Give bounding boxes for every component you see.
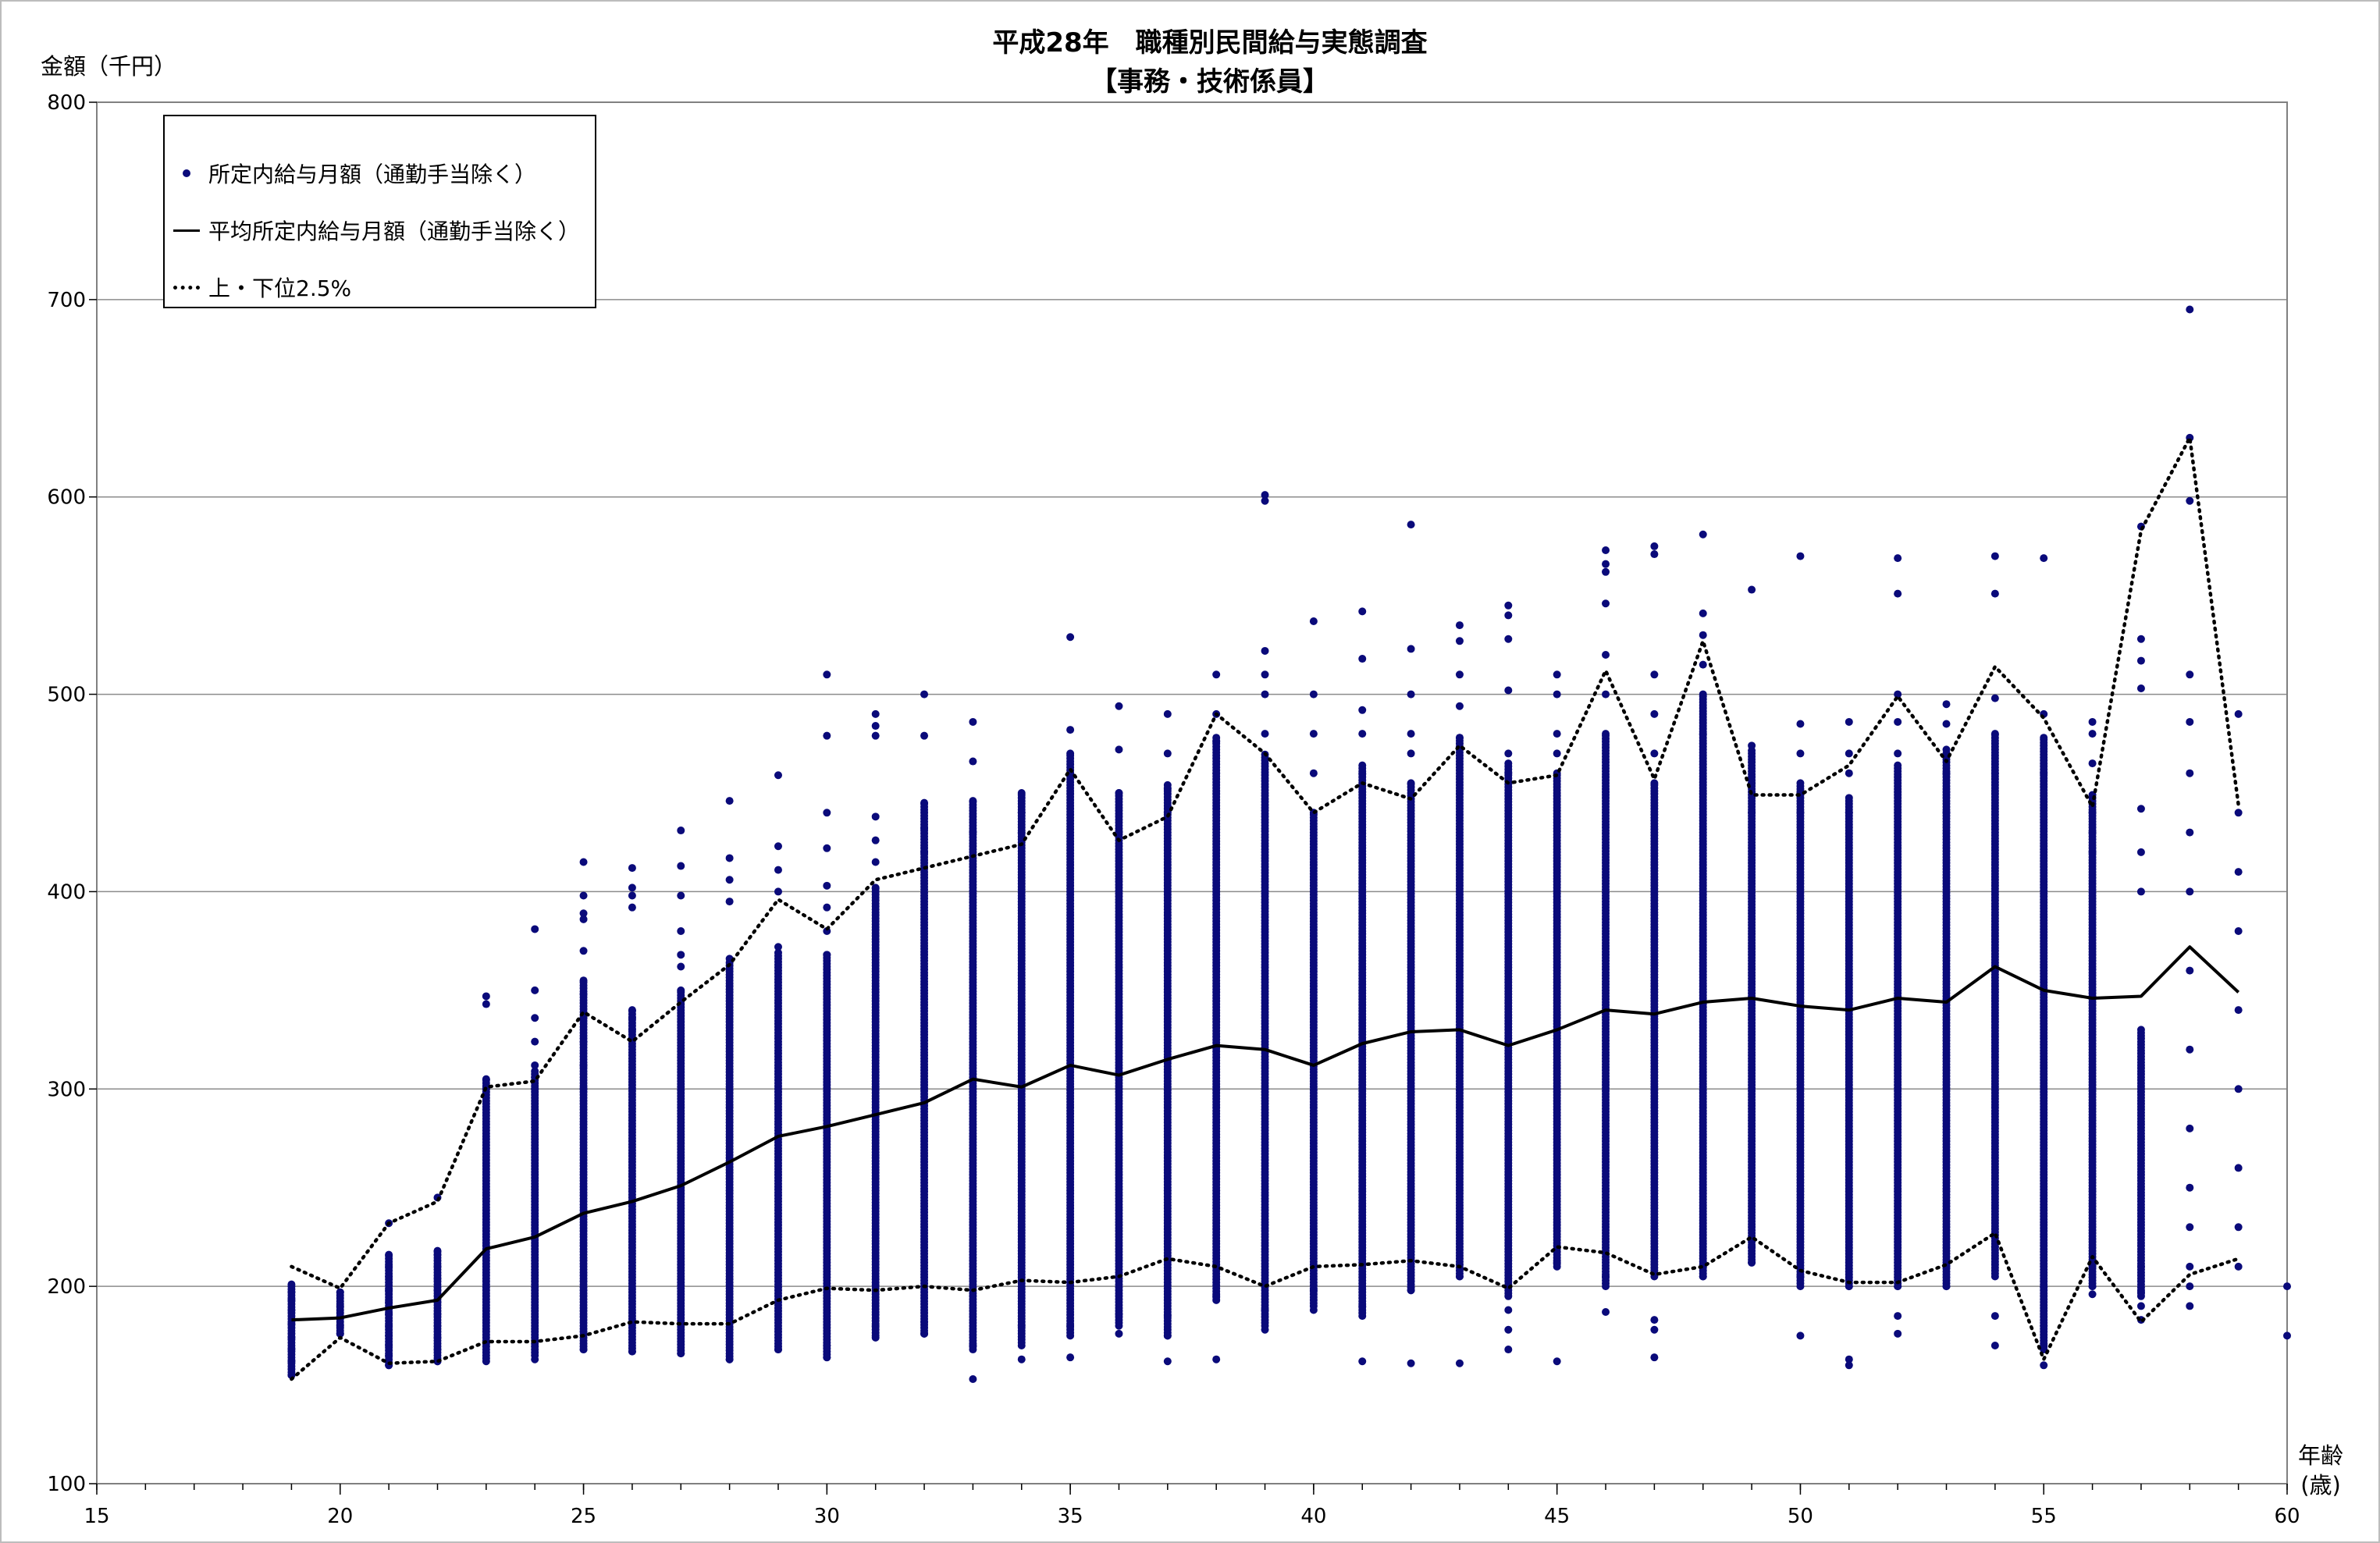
x-tick-label: 40 [1300,1505,1326,1528]
y-tick-label: 200 [47,1275,86,1299]
x-tick-label: 25 [571,1505,596,1528]
scatter-point [1796,779,1805,787]
scatter-point [774,948,782,957]
y-tick-label: 600 [47,486,86,510]
x-tick-label: 55 [2031,1505,2057,1528]
x-tick-label: 35 [1058,1505,1083,1528]
x-tick-label: 20 [327,1505,353,1528]
x-tick-label: 60 [2274,1505,2300,1528]
y-tick-label: 500 [47,684,86,707]
y-tick-label: 700 [47,289,86,312]
y-tick-label: 400 [47,880,86,904]
scatter-point [531,1067,539,1075]
y-tick-label: 800 [47,91,86,115]
x-tick-label: 45 [1544,1505,1570,1528]
y-tick-label: 100 [47,1473,86,1496]
x-tick-label: 30 [814,1505,840,1528]
scatter-point [1845,794,1853,802]
y-tick-label: 300 [47,1078,86,1101]
x-tick-label: 15 [84,1505,109,1528]
scatter-point [1358,761,1367,770]
scatter-point [1504,759,1513,768]
x-tick-label: 50 [1788,1505,1813,1528]
plot-area [96,101,2288,1484]
